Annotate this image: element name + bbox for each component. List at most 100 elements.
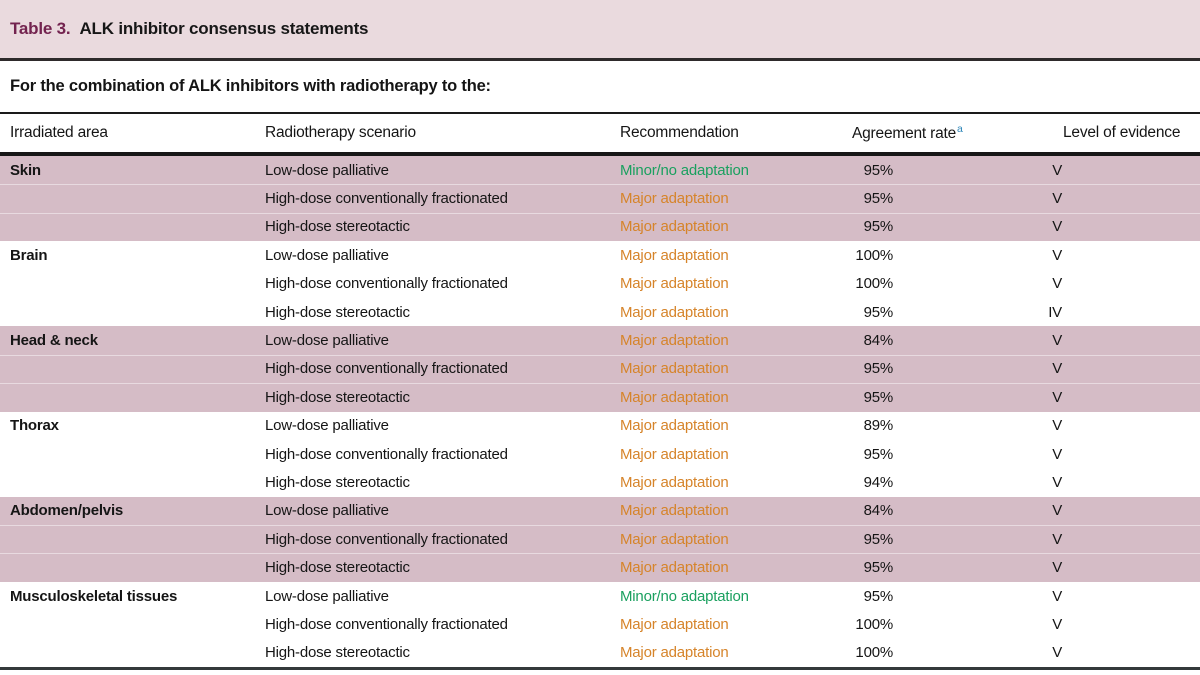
recommendation-cell: Major adaptation [620, 445, 729, 463]
evidence-level-cell: V [1052, 445, 1062, 463]
agreement-rate-cell: 100% [855, 246, 893, 264]
irradiated-area-cell: Abdomen/pelvis [10, 502, 124, 520]
radiotherapy-scenario-cell: Low-dose palliative [265, 417, 389, 435]
table-row: Brain Low-dose palliative Major adaptation… [0, 241, 1200, 269]
radiotherapy-scenario-cell: High-dose stereotactic [265, 644, 410, 662]
recommendation-cell: Major adaptation [620, 644, 729, 662]
agreement-rate-footnote-marker: a [957, 122, 963, 135]
evidence-level-cell: V [1052, 218, 1062, 236]
agreement-rate-cell: 95% [863, 303, 894, 321]
recommendation-cell: Major adaptation [620, 190, 729, 208]
table-row: High-dose conventionally fractionated Maj… [0, 355, 1200, 383]
evidence-level-cell: V [1052, 530, 1062, 548]
radiotherapy-scenario-cell: High-dose stereotactic [265, 303, 410, 321]
recommendation-cell: Minor/no adaptation [620, 587, 749, 605]
recommendation-cell: Major adaptation [620, 218, 729, 236]
agreement-rate-cell: 95% [863, 360, 894, 378]
agreement-rate-cell: 100% [855, 615, 893, 633]
table-group-skin: Skin Low-dose palliative Minor/no adaptati… [0, 156, 1200, 242]
recommendation-cell: Major adaptation [620, 615, 729, 633]
column-header-irradiated-area: Irradiated area [10, 124, 108, 141]
table-row: High-dose stereotactic Major adaptation 94… [0, 468, 1200, 496]
evidence-level-cell: V [1052, 559, 1062, 577]
column-header-recommendation: Recommendation [620, 124, 739, 141]
agreement-rate-cell: 94% [863, 473, 894, 491]
table-label: Table 3. [10, 19, 71, 38]
column-header-radiotherapy-scenario: Radiotherapy scenario [265, 124, 416, 141]
table-group-thorax: Thorax Low-dose palliative Major adaptatio… [0, 411, 1200, 497]
evidence-level-cell: V [1052, 473, 1062, 491]
radiotherapy-scenario-cell: High-dose stereotactic [265, 388, 410, 406]
agreement-rate-cell: 95% [863, 530, 894, 548]
radiotherapy-scenario-cell: Low-dose palliative [265, 332, 389, 350]
radiotherapy-scenario-cell: High-dose conventionally fractionated [265, 530, 508, 548]
agreement-rate-cell: 95% [863, 587, 894, 605]
table-header-row: Irradiated area Radiotherapy scenario Re… [0, 112, 1200, 156]
radiotherapy-scenario-cell: High-dose conventionally fractionated [265, 190, 508, 208]
table-title: ALK inhibitor consensus statements [79, 19, 369, 38]
radiotherapy-scenario-cell: High-dose conventionally fractionated [265, 445, 508, 463]
table-group-abdomen-pelvis: Abdomen/pelvis Low-dose palliative Major a… [0, 496, 1200, 582]
table-row: High-dose stereotactic Major adaptation 10… [0, 639, 1200, 667]
recommendation-cell: Minor/no adaptation [620, 161, 749, 179]
table-row: High-dose conventionally fractionated Maj… [0, 440, 1200, 468]
agreement-rate-cell: 95% [863, 161, 894, 179]
radiotherapy-scenario-cell: High-dose stereotactic [265, 218, 410, 236]
evidence-level-cell: V [1052, 417, 1062, 435]
column-header-level-of-evidence: Level of evidence [1063, 124, 1181, 141]
evidence-level-cell: V [1052, 161, 1062, 179]
radiotherapy-scenario-cell: High-dose conventionally fractionated [265, 275, 508, 293]
agreement-rate-header-label: Agreement rate [852, 125, 957, 143]
recommendation-cell: Major adaptation [620, 559, 729, 577]
agreement-rate-cell: 95% [863, 218, 894, 236]
recommendation-cell: Major adaptation [620, 388, 729, 406]
evidence-level-cell: V [1052, 246, 1062, 264]
column-header-agreement-rate: Agreement ratea [842, 123, 1053, 143]
agreement-rate-cell: 100% [855, 275, 893, 293]
radiotherapy-scenario-cell: High-dose conventionally fractionated [265, 615, 508, 633]
table-row: High-dose conventionally fractionated Maj… [0, 610, 1200, 638]
agreement-rate-cell: 89% [863, 417, 894, 435]
radiotherapy-scenario-cell: High-dose conventionally fractionated [265, 360, 508, 378]
table-row: Abdomen/pelvis Low-dose palliative Major a… [0, 497, 1200, 525]
evidence-level-cell: V [1052, 587, 1062, 605]
table-row: High-dose conventionally fractionated Maj… [0, 184, 1200, 212]
table-row: High-dose stereotactic Major adaptation 95… [0, 383, 1200, 411]
agreement-rate-cell: 84% [863, 332, 894, 350]
table-group-head-neck: Head & neck Low-dose palliative Major adap… [0, 326, 1200, 412]
recommendation-cell: Major adaptation [620, 275, 729, 293]
evidence-level-cell: V [1052, 190, 1062, 208]
table-group-brain: Brain Low-dose palliative Major adaptation… [0, 241, 1200, 327]
irradiated-area-cell: Head & neck [10, 332, 98, 350]
agreement-rate-cell: 95% [863, 559, 894, 577]
table-row: High-dose stereotactic Major adaptation 95… [0, 553, 1200, 581]
table-row: High-dose conventionally fractionated Maj… [0, 525, 1200, 553]
agreement-rate-cell: 95% [863, 445, 894, 463]
irradiated-area-cell: Thorax [10, 417, 59, 435]
table-bottom-rule [0, 667, 1200, 671]
evidence-level-cell: V [1052, 502, 1062, 520]
recommendation-cell: Major adaptation [620, 417, 729, 435]
table-group-musculoskeletal-tissues: Musculoskeletal tissues Low-dose palliati… [0, 581, 1200, 668]
radiotherapy-scenario-cell: Low-dose palliative [265, 161, 389, 179]
irradiated-area-cell: Brain [10, 246, 48, 264]
evidence-level-cell: V [1052, 275, 1062, 293]
recommendation-cell: Major adaptation [620, 332, 729, 350]
table-title-bar: Table 3. ALK inhibitor consensus stateme… [0, 0, 1200, 61]
radiotherapy-scenario-cell: High-dose stereotactic [265, 559, 410, 577]
table-row: Skin Low-dose palliative Minor/no adaptati… [0, 156, 1200, 184]
recommendation-cell: Major adaptation [620, 530, 729, 548]
table-subtitle: For the combination of ALK inhibitors wi… [10, 77, 491, 95]
agreement-rate-cell: 100% [855, 644, 893, 662]
evidence-level-cell: V [1052, 615, 1062, 633]
agreement-rate-cell: 95% [863, 388, 894, 406]
evidence-level-cell: IV [1048, 303, 1062, 321]
table-row: Head & neck Low-dose palliative Major adap… [0, 326, 1200, 354]
irradiated-area-cell: Musculoskeletal tissues [10, 587, 178, 605]
irradiated-area-cell: Skin [10, 161, 41, 179]
recommendation-cell: Major adaptation [620, 502, 729, 520]
radiotherapy-scenario-cell: High-dose stereotactic [265, 473, 410, 491]
table-row: High-dose conventionally fractionated Maj… [0, 270, 1200, 298]
radiotherapy-scenario-cell: Low-dose palliative [265, 587, 389, 605]
